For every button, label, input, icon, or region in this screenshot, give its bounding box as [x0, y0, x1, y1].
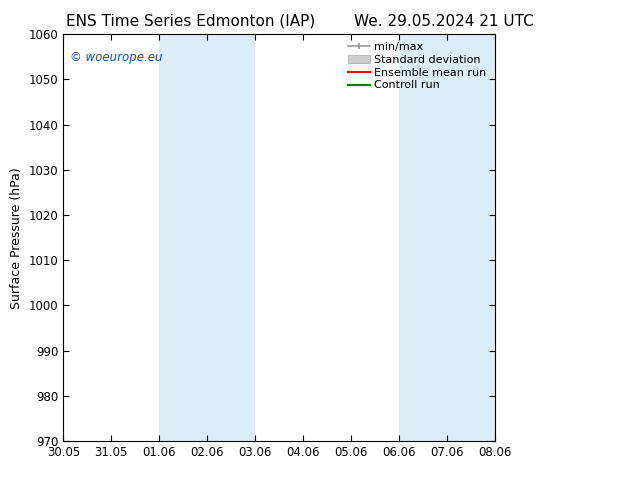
Bar [159, 34, 255, 441]
Text: ENS Time Series Edmonton (IAP): ENS Time Series Edmonton (IAP) [65, 14, 315, 29]
Y-axis label: Surface Pressure (hPa): Surface Pressure (hPa) [10, 167, 23, 309]
Text: We. 29.05.2024 21 UTC: We. 29.05.2024 21 UTC [354, 14, 534, 29]
Bar [399, 34, 495, 441]
Text: © woeurope.eu: © woeurope.eu [70, 50, 162, 64]
Legend: min/max, Standard deviation, Ensemble mean run, Controll run: min/max, Standard deviation, Ensemble me… [346, 40, 489, 93]
